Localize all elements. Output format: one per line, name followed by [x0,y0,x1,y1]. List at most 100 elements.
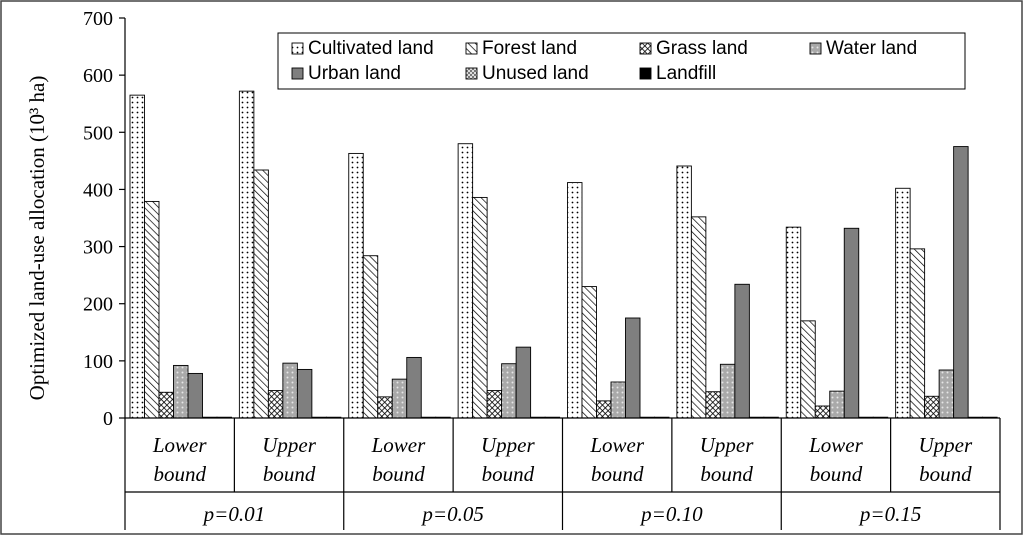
category-label-line1: Lower [589,433,645,457]
bar [267,390,284,419]
category-label-line1: Upper [262,433,316,457]
category-label-line2: bound [263,462,316,486]
bar [800,320,816,419]
bar [625,317,641,419]
legend-label: Forest land [482,38,577,59]
bar [596,400,612,419]
category-label-line2: bound [810,462,863,486]
y-axis-label: Optimized land-use allocation (10³ ha) [25,76,49,401]
bar [610,381,626,419]
bar [391,378,408,419]
legend-swatch [639,42,652,55]
bar [567,182,583,419]
series-urban-land [187,146,969,419]
bar [953,146,969,419]
legend-item: Landfill [639,63,716,84]
bar [909,248,926,419]
bar [406,356,422,419]
bar [348,152,364,419]
group-label: p=0.05 [420,502,483,526]
group-label: p=0.15 [858,502,921,526]
legend-swatch [465,42,478,55]
bar [144,200,160,419]
legend-item: Unused land [465,63,589,84]
bar [719,363,736,419]
legend-label: Water land [826,38,917,59]
y-tick-label: 600 [83,65,113,87]
legend-label: Landfill [656,63,716,84]
bar [377,396,393,419]
x-axis: Lower bound Upper bound Lower bound Upper bound… [124,417,1001,530]
category-label-line2: bound [482,462,535,486]
category-label-line2: bound [372,462,425,486]
y-tick-label: 400 [83,179,113,201]
legend-label: Urban land [308,63,401,84]
y-tick-label: 200 [83,294,113,316]
bar [296,368,313,419]
legend-label: Grass land [656,38,748,59]
bar [501,363,517,419]
legend-swatch [639,67,652,80]
legend-box [277,32,966,90]
legend-label: Unused land [482,63,589,84]
bar [457,143,474,419]
category-label-line1: Upper [918,433,972,457]
bars [129,90,998,419]
category-label-line1: Lower [371,433,427,457]
bar [938,369,955,419]
bar [843,227,860,419]
legend-item: Grass land [639,38,748,59]
category-label-line2: bound [153,462,206,486]
y-tick-label: 700 [83,8,113,30]
series-grass-land [158,390,940,419]
bar [129,94,145,419]
legend: Cultivated land Forest land Grass land Wate… [277,32,966,90]
category-label-line1: Upper [481,433,535,457]
legend-item: Water land [809,38,917,59]
category-label-line1: Lower [152,433,208,457]
bar [362,255,379,419]
bar [282,362,298,419]
series-water-land [173,362,955,419]
category-label-line1: Lower [808,433,864,457]
y-axis: 0 100 200 300 400 500 600 700 [83,8,126,430]
legend-item: Cultivated land [291,38,434,59]
legend-item: Forest land [465,38,577,59]
series-forest-land [144,169,926,419]
bar [705,391,721,419]
bar [895,187,911,419]
y-tick-label: 500 [83,122,113,144]
bar [785,226,802,419]
bar [187,372,203,419]
bar [173,364,189,419]
bar [515,346,532,419]
legend-item: Urban land [291,63,401,84]
group-label: p=0.01 [202,502,265,526]
legend-swatch [465,67,478,80]
legend-swatch [291,67,304,80]
legend-swatch [809,42,822,55]
category-label-line1: Upper [700,433,754,457]
bar [158,391,174,419]
bar [924,395,940,419]
y-tick-label: 300 [83,237,113,259]
bar [676,165,692,419]
bar [829,390,845,419]
y-tick-label: 100 [83,351,113,373]
bar [690,216,707,419]
group-label: p=0.10 [639,502,703,526]
bar [486,390,503,419]
category-label-line2: bound [919,462,972,486]
bar [472,196,488,419]
bar [581,286,597,419]
bar [238,90,255,419]
bar [814,405,831,419]
category-label-line2: bound [591,462,644,486]
bar [734,283,750,419]
y-tick-label: 0 [103,408,113,430]
legend-swatch [291,42,304,55]
bar [253,169,269,419]
category-label-line2: bound [700,462,753,486]
